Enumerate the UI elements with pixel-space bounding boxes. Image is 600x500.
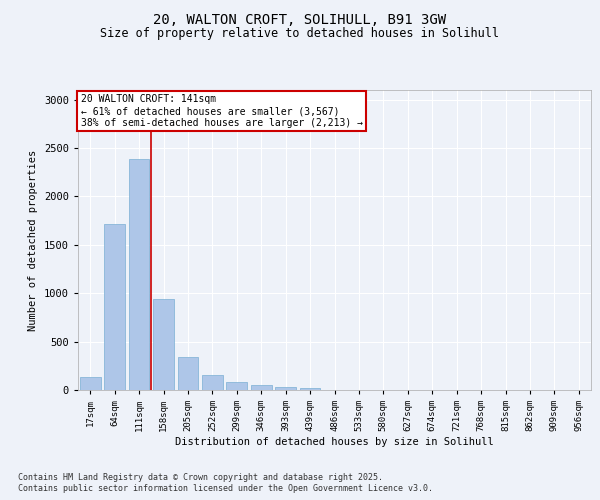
Text: Contains HM Land Registry data © Crown copyright and database right 2025.: Contains HM Land Registry data © Crown c… (18, 472, 383, 482)
Text: 20, WALTON CROFT, SOLIHULL, B91 3GW: 20, WALTON CROFT, SOLIHULL, B91 3GW (154, 12, 446, 26)
Bar (104, 224, 125, 390)
Text: 20 WALTON CROFT: 141sqm
← 61% of detached houses are smaller (3,567)
38% of semi: 20 WALTON CROFT: 141sqm ← 61% of detache… (80, 94, 362, 128)
Bar (128, 158, 149, 390)
Bar (275, 386, 296, 390)
Bar (299, 388, 320, 390)
Bar (202, 375, 223, 390)
X-axis label: Distribution of detached houses by size in Solihull: Distribution of detached houses by size … (175, 437, 494, 447)
Bar (153, 299, 174, 390)
Bar (251, 385, 272, 390)
Text: Size of property relative to detached houses in Solihull: Size of property relative to detached ho… (101, 28, 499, 40)
Bar (80, 378, 101, 390)
Bar (178, 357, 199, 390)
Bar (226, 382, 247, 390)
Text: Contains public sector information licensed under the Open Government Licence v3: Contains public sector information licen… (18, 484, 433, 493)
Y-axis label: Number of detached properties: Number of detached properties (28, 150, 38, 330)
